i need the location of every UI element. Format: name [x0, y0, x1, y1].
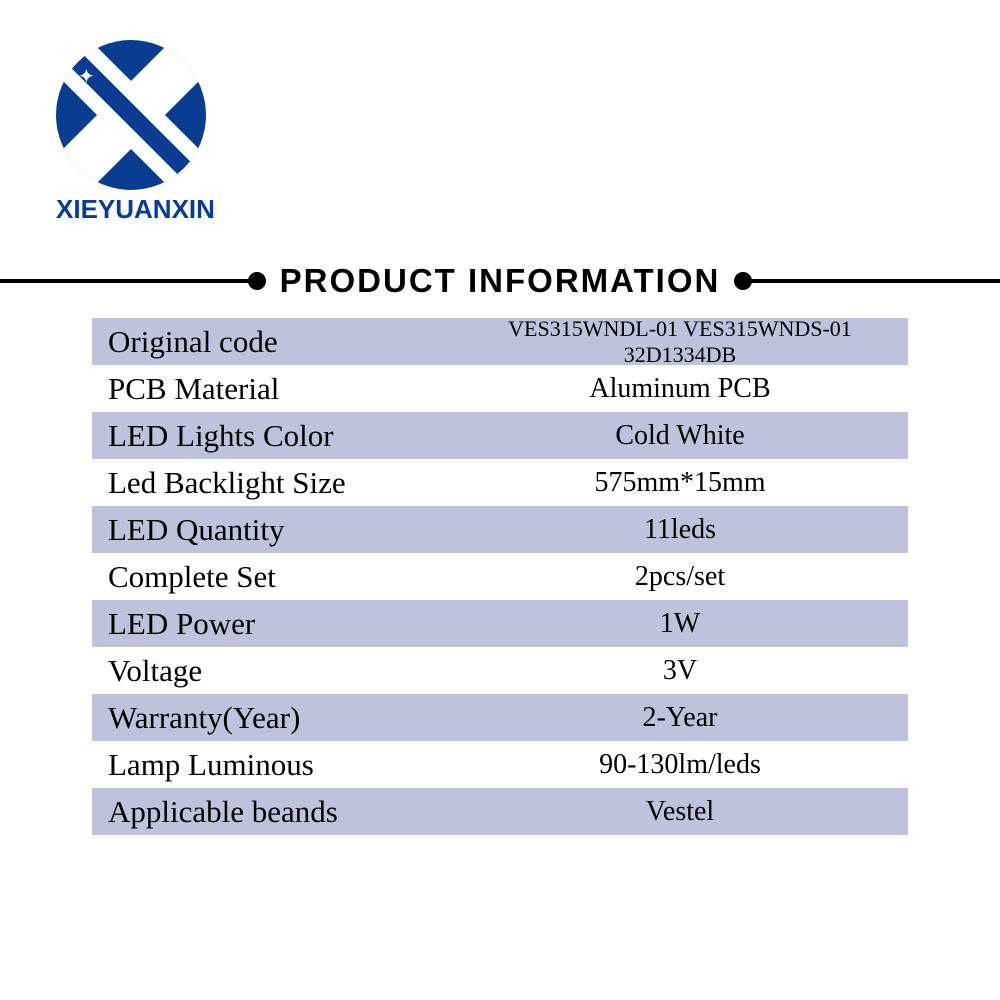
- table-row: Lamp Luminous 90-130lm/leds: [92, 741, 908, 788]
- spec-table: Original code VES315WNDL-01 VES315WNDS-0…: [92, 318, 908, 835]
- spec-value: Aluminum PCB: [472, 373, 908, 405]
- spec-value: Cold White: [472, 420, 908, 452]
- table-row: Applicable beands Vestel: [92, 788, 908, 835]
- brand-logo-block: ✦ XIEYUANXIN: [56, 40, 215, 225]
- spec-label: Applicable beands: [92, 794, 472, 830]
- spec-label: Led Backlight Size: [92, 465, 472, 501]
- brand-name: XIEYUANXIN: [56, 194, 215, 225]
- table-row: Complete Set 2pcs/set: [92, 553, 908, 600]
- spec-value: 575mm*15mm: [472, 467, 908, 499]
- table-row: PCB Material Aluminum PCB: [92, 365, 908, 412]
- star-icon: ✦: [78, 68, 96, 86]
- spec-label: PCB Material: [92, 371, 472, 407]
- spec-label: Complete Set: [92, 559, 472, 595]
- section-title-row: PRODUCT INFORMATION: [0, 262, 1000, 300]
- table-row: Original code VES315WNDL-01 VES315WNDS-0…: [92, 318, 908, 365]
- spec-label: Warranty(Year): [92, 700, 472, 736]
- title-rule-left: [0, 279, 252, 283]
- spec-value: 2-Year: [472, 702, 908, 734]
- section-title: PRODUCT INFORMATION: [266, 262, 735, 300]
- spec-value: 3V: [472, 655, 908, 687]
- spec-label: LED Lights Color: [92, 418, 472, 454]
- title-rule-right: [748, 279, 1000, 283]
- table-row: LED Power 1W: [92, 600, 908, 647]
- spec-value: 1W: [472, 608, 908, 640]
- spec-value: 11leds: [472, 514, 908, 546]
- spec-value: 90-130lm/leds: [472, 749, 908, 781]
- spec-label: Lamp Luminous: [92, 747, 472, 783]
- spec-value: 2pcs/set: [472, 561, 908, 593]
- table-row: Warranty(Year) 2-Year: [92, 694, 908, 741]
- spec-label: LED Quantity: [92, 512, 472, 548]
- logo-circle: ✦: [56, 40, 206, 190]
- table-row: Led Backlight Size 575mm*15mm: [92, 459, 908, 506]
- table-row: Voltage 3V: [92, 647, 908, 694]
- table-row: LED Quantity 11leds: [92, 506, 908, 553]
- spec-value: Vestel: [472, 796, 908, 828]
- spec-value: VES315WNDL-01 VES315WNDS-01 32D1334DB: [472, 316, 908, 368]
- spec-label: Voltage: [92, 653, 472, 689]
- table-row: LED Lights Color Cold White: [92, 412, 908, 459]
- spec-label: Original code: [92, 324, 472, 360]
- spec-label: LED Power: [92, 606, 472, 642]
